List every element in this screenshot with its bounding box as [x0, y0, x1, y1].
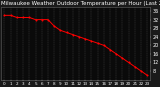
Text: Milwaukee Weather Outdoor Temperature per Hour (Last 24 Hours): Milwaukee Weather Outdoor Temperature pe… [1, 1, 160, 6]
